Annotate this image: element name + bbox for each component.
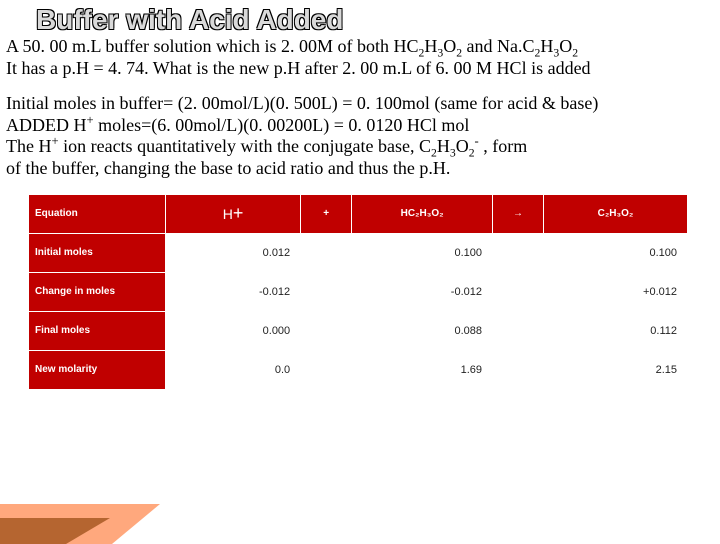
cell: 0.100 — [544, 233, 688, 272]
cell: 0.012 — [166, 233, 301, 272]
calc-line5b: ion reacts quantitatively with the conju… — [59, 136, 431, 156]
eq-acid: HC₂H₃O₂ — [352, 194, 493, 233]
intro-line2: It has a p.H = 4. 74. What is the new p.… — [6, 58, 720, 80]
row-label-molarity: New molarity — [29, 350, 166, 389]
cell: 0.088 — [352, 311, 493, 350]
eq-h-plus: H+ — [166, 194, 301, 233]
row-label-final: Final moles — [29, 311, 166, 350]
cell: -0.012 — [166, 272, 301, 311]
cell: 0.000 — [166, 311, 301, 350]
cell: 0.112 — [544, 311, 688, 350]
row-label-change: Change in moles — [29, 272, 166, 311]
row-label-initial: Initial moles — [29, 233, 166, 272]
calc-line3: Initial moles in buffer= (2. 00mol/L)(0.… — [6, 93, 720, 115]
cell: -0.012 — [352, 272, 493, 311]
intro-line1a: A 50. 00 m.L buffer solution which is 2.… — [6, 36, 419, 56]
table-row-molarity: New molarity 0.0 1.69 2.15 — [29, 350, 688, 389]
cell: 2.15 — [544, 350, 688, 389]
table-row-equation: Equation H+ + HC₂H₃O₂ → C₂H₃O₂ — [29, 194, 688, 233]
calc-line5c: , form — [479, 136, 528, 156]
ice-table: Equation H+ + HC₂H₃O₂ → C₂H₃O₂ Initial m… — [28, 194, 708, 390]
calc-line4a: ADDED H — [6, 115, 87, 135]
table-row-initial: Initial moles 0.012 0.100 0.100 — [29, 233, 688, 272]
page-title: Buffer with Acid Added — [36, 4, 720, 36]
cell: 0.100 — [352, 233, 493, 272]
table-row-final: Final moles 0.000 0.088 0.112 — [29, 311, 688, 350]
eq-base: C₂H₃O₂ — [544, 194, 688, 233]
eq-plus: + — [301, 194, 352, 233]
eq-arrow: → — [493, 194, 544, 233]
problem-statement: A 50. 00 m.L buffer solution which is 2.… — [6, 36, 720, 180]
calc-line6: of the buffer, changing the base to acid… — [6, 158, 720, 180]
table-row-change: Change in moles -0.012 -0.012 +0.012 — [29, 272, 688, 311]
calc-line5a: The H — [6, 136, 51, 156]
row-label-equation: Equation — [29, 194, 166, 233]
cell: 1.69 — [352, 350, 493, 389]
cell: +0.012 — [544, 272, 688, 311]
cell: 0.0 — [166, 350, 301, 389]
calc-line4b: moles=(6. 00mol/L)(0. 00200L) = 0. 0120 … — [94, 115, 470, 135]
intro-line1b: and Na.C — [462, 36, 534, 56]
